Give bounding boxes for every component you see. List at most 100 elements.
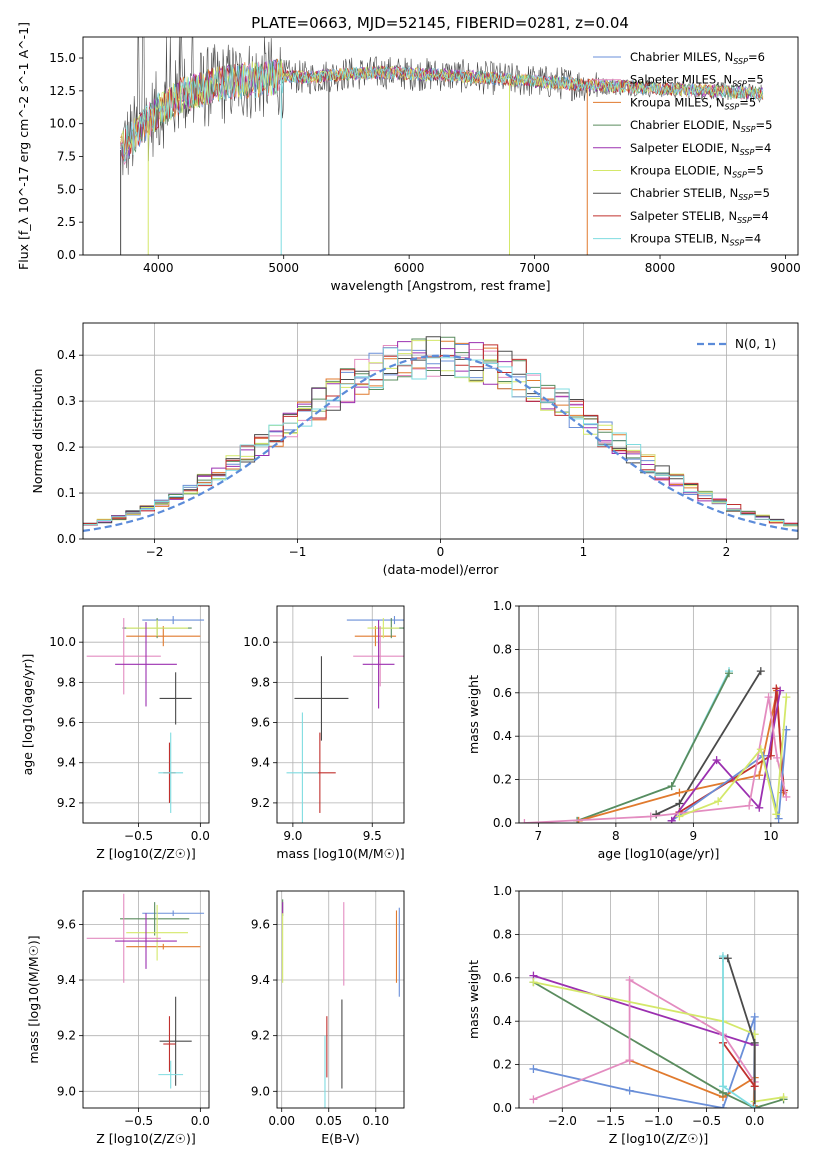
weight-marker [718,1104,727,1108]
x-tick-label: −2.0 [548,1114,577,1128]
y-tick-label: 0.4 [57,348,76,362]
legend-label: Kroupa ELODIE, NSSP=5 [630,164,764,180]
axes-frame [518,605,799,824]
legend-label: Chabrier MILES, NSSP=6 [630,50,765,66]
y-tick-label: 9.4 [57,756,76,770]
y-tick-label: 12.5 [49,84,76,98]
y-tick-label: 0.0 [57,532,76,546]
legend-label: Salpeter STELIB, NSSP=4 [630,209,769,225]
x-tick-label: 6000 [394,261,425,275]
y-tick-label: 0.2 [493,1058,512,1072]
weight-marker [529,978,538,987]
weight-line [532,981,784,1108]
x-tick-label: 7000 [519,261,550,275]
y-tick-label: 0.8 [493,927,512,941]
x-tick-label: 0.00 [268,1114,295,1128]
y-tick-label: 9.2 [57,1029,76,1043]
weight-line [670,690,782,822]
x-axis-label: Z [log10(Z/Z☉)] [609,1131,709,1146]
weight-marker [529,1095,538,1104]
weight-marker [750,1104,759,1108]
x-tick-label: 8 [612,829,620,843]
z-age-panel: −0.5 0.0 9.2 9.4 9.6 9.8 10.0 Z [log10(Z/Z☉)] ag… [20,605,210,861]
y-tick-label: 0.6 [493,686,512,700]
legend-text: Salpeter MILES, N [630,73,732,87]
x-tick-label: −0.5 [692,1114,721,1128]
legend-text: =6 [748,50,765,64]
legend-subscript: SSP [725,102,740,111]
plot-area [120,37,764,255]
x-axis-label: E(B-V) [321,1131,360,1146]
weight-marker [772,810,781,819]
y-tick-label: 0.0 [57,248,76,262]
spectrum-line [120,59,764,162]
legend-label: Kroupa MILES, NSSP=5 [630,95,756,111]
y-tick-label: 0.4 [493,1014,512,1028]
y-tick-label: 0.3 [57,394,76,408]
legend-text: =5 [753,186,770,200]
legend-text: Salpeter ELODIE, N [630,141,740,155]
y-tick-label: 15.0 [49,51,76,65]
legend-text: =4 [744,232,761,246]
x-tick-label: 8000 [645,261,676,275]
y-tick-label: 10.0 [49,117,76,131]
weight-marker [776,686,785,695]
legend-text: =4 [752,209,769,223]
y-tick-label: 0.0 [493,1101,512,1115]
y-tick-label: 9.6 [57,716,76,730]
y-tick-label: 9.6 [251,716,270,730]
plot-area [529,952,788,1108]
legend-text: =5 [747,73,764,87]
legend-label: Chabrier ELODIE, NSSP=5 [630,118,772,134]
weight-marker [625,975,634,984]
weight-line [722,1042,756,1087]
weight-marker [725,669,734,678]
x-tick-label: −1 [289,545,307,559]
y-tick-label: 9.4 [57,973,76,987]
legend-text: Chabrier MILES, N [630,50,733,64]
z-weight-panel: −2.0 −1.5 −1.0 −0.5 0.0 0.0 0.2 0.4 0.6 0.8 1.0 Z [… [466,884,799,1146]
weight-marker [718,952,727,961]
y-tick-label: 9.6 [251,917,270,931]
x-tick-label: 9000 [770,261,801,275]
weight-line [524,696,788,823]
y-tick-label: 9.4 [251,756,270,770]
weight-marker [723,954,732,963]
x-tick-label: 0.0 [191,829,210,843]
y-tick-label: 9.8 [57,675,76,689]
weight-line [576,672,730,822]
spectrum-title: PLATE=0663, MJD=52145, FIBERID=0281, z=0… [251,14,629,32]
y-tick-label: 2.5 [57,215,76,229]
weight-marker [625,1086,634,1095]
legend-subscript: SSP [732,171,747,180]
weight-line [576,670,730,822]
weight-marker [714,797,723,806]
y-tick-label: 9.6 [57,917,76,931]
y-tick-label: 0.0 [493,816,512,830]
y-tick-label: 5.0 [57,182,76,196]
x-tick-label: −0.5 [124,1114,153,1128]
weight-marker [755,771,764,780]
x-axis-label: mass [log10(M/M☉)] [276,846,404,861]
legend-subscript: SSP [733,57,748,66]
x-axis-label: Z [log10(Z/Z☉)] [96,846,196,861]
weight-marker [782,693,791,702]
legend-label: Salpeter MILES, NSSP=5 [630,73,764,89]
weight-marker [667,816,676,823]
y-tick-label: 10.0 [243,635,270,649]
x-tick-label: 5000 [268,261,299,275]
weight-line [671,729,788,822]
weight-marker [646,812,655,821]
legend-text: =4 [754,141,771,155]
mass-age-panel: 9.0 9.5 9.2 9.4 9.6 9.8 10.0 mass [log10(M/M☉)] [243,605,405,861]
legend-label: Kroupa STELIB, NSSP=4 [630,232,761,248]
y-tick-label: 0.8 [493,642,512,656]
legend-text: =5 [756,118,773,132]
y-tick-label: 0.6 [493,971,512,985]
x-tick-label: 0.10 [362,1114,389,1128]
plot-area [282,899,400,1108]
legend-subscript: SSP [741,125,756,134]
weight-line [678,688,785,813]
